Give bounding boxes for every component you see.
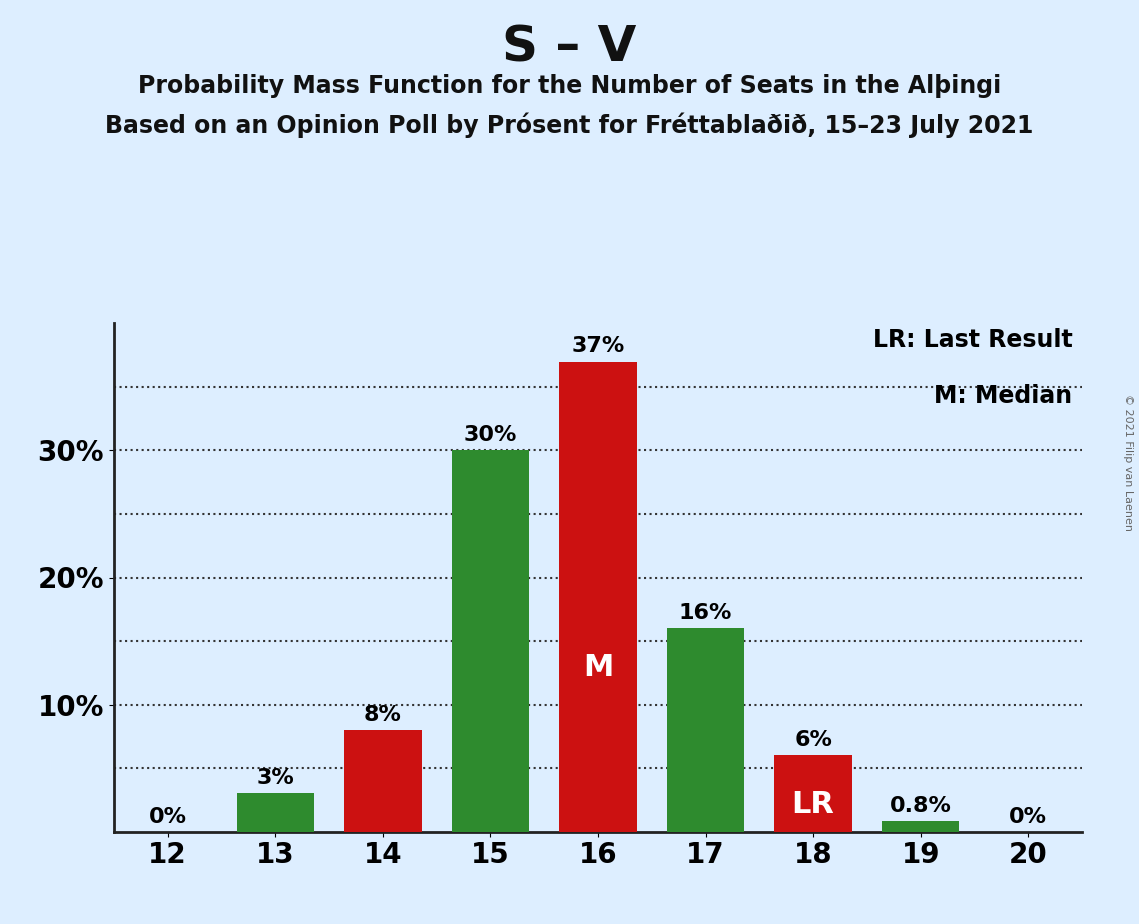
Text: LR: Last Result: LR: Last Result [872, 328, 1073, 352]
Bar [237, 794, 314, 832]
Text: 0.8%: 0.8% [890, 796, 951, 817]
Bar [775, 756, 852, 832]
Text: 16%: 16% [679, 603, 732, 623]
Text: Probability Mass Function for the Number of Seats in the Alþingi: Probability Mass Function for the Number… [138, 74, 1001, 98]
Bar [882, 821, 959, 832]
Text: 3%: 3% [256, 769, 294, 788]
Bar [559, 361, 637, 832]
Text: M: M [583, 652, 613, 682]
Bar [344, 730, 421, 832]
Text: LR: LR [792, 790, 835, 820]
Text: 6%: 6% [794, 730, 833, 750]
Text: 0%: 0% [1009, 807, 1047, 826]
Text: S – V: S – V [502, 23, 637, 71]
Text: © 2021 Filip van Laenen: © 2021 Filip van Laenen [1123, 394, 1133, 530]
Bar [452, 450, 530, 832]
Text: Based on an Opinion Poll by Prósent for Fréttablaðið, 15–23 July 2021: Based on an Opinion Poll by Prósent for … [105, 113, 1034, 139]
Bar [666, 628, 744, 832]
Text: 30%: 30% [464, 425, 517, 445]
Text: 37%: 37% [572, 336, 624, 357]
Text: 8%: 8% [363, 705, 402, 724]
Text: M: Median: M: Median [934, 384, 1073, 408]
Text: 0%: 0% [149, 807, 187, 826]
